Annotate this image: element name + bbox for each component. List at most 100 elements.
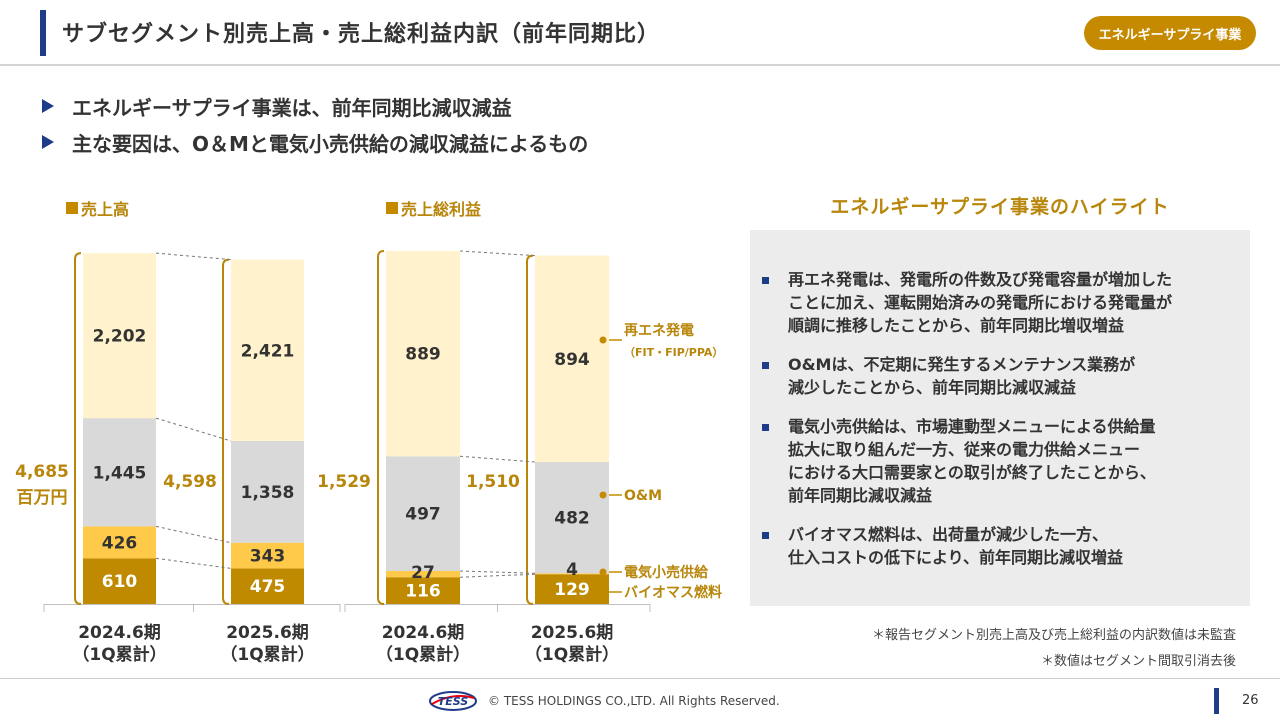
bar-value-label: 2,202 [93, 327, 147, 347]
bar-segment-om [535, 462, 609, 574]
bar-value-label: 4 [566, 560, 578, 580]
unit-label: 百万円 [17, 488, 68, 508]
logo-text: TESS [438, 695, 469, 708]
bar-segment-biomass [231, 568, 304, 604]
category-label: 2024.6期 [382, 623, 465, 643]
legend-dot-icon [599, 336, 607, 344]
bar-value-label: 426 [102, 533, 138, 553]
total-bracket [74, 252, 82, 605]
bar-segment-om [386, 456, 460, 571]
highlight-text: 電気小売供給は、市場連動型メニューによる供給量 拡大に取り組んだ一方、従来の電力… [788, 417, 1156, 505]
total-bracket [377, 250, 385, 605]
highlights-panel: 再エネ発電は、発電所の件数及び発電容量が増加した ことに加え、運転開始済みの発電… [750, 230, 1250, 606]
legend-sublabel-renewable: （FIT・FIP/PPA） [624, 346, 723, 359]
bar-value-label: 1,358 [241, 483, 295, 503]
bar-value-label: 343 [250, 547, 286, 567]
connector-line [155, 252, 232, 261]
bar-segment-om [231, 440, 304, 543]
segment-badge: エネルギーサプライ事業 [1084, 16, 1256, 50]
connector-line [459, 573, 536, 578]
category-label: 2025.6期 [531, 623, 614, 643]
category-label: （1Q累計） [376, 644, 470, 665]
square-bullet-icon [762, 362, 769, 369]
bar-value-label: 129 [554, 580, 590, 600]
square-bullet-icon [762, 532, 769, 539]
profit-chart-title-text: 売上総利益 [401, 200, 482, 219]
category-label: （1Q累計） [525, 644, 619, 665]
summary-bullet-text: 主な要因は、O＆Mと電気小売供給の減収減益によるもの [72, 131, 589, 156]
page-number: 26 [1242, 693, 1259, 708]
highlight-item: 再エネ発電は、発電所の件数及び発電容量が増加した ことに加え、運転開始済みの発電… [762, 268, 1238, 337]
bar-value-label: 894 [554, 350, 590, 370]
bar-value-label: 116 [405, 582, 441, 602]
copyright: © TESS HOLDINGS CO.,LTD. All Rights Rese… [488, 694, 780, 708]
total-bracket [222, 258, 230, 605]
square-bullet-icon [762, 277, 769, 284]
bar-value-label: 27 [411, 563, 435, 583]
legend-label-retail: 電気小売供給 [624, 564, 709, 581]
bar-segment-renewable [386, 251, 460, 457]
bar-segment-renewable [83, 253, 156, 419]
profit-chart-title: 売上総利益 [386, 196, 481, 220]
highlight-item: O&Mは、不定期に発生するメンテナンス業務が 減少したことから、前年同期比減収減… [762, 353, 1238, 399]
highlights-title: エネルギーサプライ事業のハイライト [830, 196, 1170, 218]
footnote-unaudited: ＊報告セグメント別売上高及び売上総利益の内訳数値は未監査 [871, 628, 1236, 643]
highlight-item: 電気小売供給は、市場連動型メニューによる供給量 拡大に取り組んだ一方、従来の電力… [762, 415, 1238, 507]
bar-value-label: 889 [405, 345, 441, 365]
square-marker-icon [386, 202, 398, 214]
bar-segment-renewable [535, 255, 609, 463]
bar-value-label: 497 [405, 505, 441, 525]
bar-value-label: 610 [102, 572, 138, 592]
bar-segment-om [83, 418, 156, 527]
highlight-item: バイオマス燃料は、出荷量が減少した一方、 仕入コストの低下により、前年同期比減収… [762, 523, 1238, 569]
connector-line [155, 525, 232, 544]
triangle-bullet-icon [42, 135, 54, 149]
category-label: （1Q累計） [220, 644, 314, 665]
connector-line [459, 455, 536, 463]
bar-value-label: 475 [250, 577, 286, 597]
highlight-text: 再エネ発電は、発電所の件数及び発電容量が増加した ことに加え、運転開始済みの発電… [788, 270, 1173, 335]
sales-chart-title-text: 売上高 [81, 200, 130, 219]
legend-label-biomass: バイオマス燃料 [624, 584, 722, 601]
highlight-text: バイオマス燃料は、出荷量が減少した一方、 仕入コストの低下により、前年同期比減収… [788, 525, 1124, 567]
bar-segment-retail [535, 573, 609, 575]
summary-bullets: エネルギーサプライ事業は、前年同期比減収減益 主な要因は、O＆Mと電気小売供給の… [42, 88, 588, 160]
bar-value-label: 2,421 [241, 341, 295, 361]
triangle-bullet-icon [42, 99, 54, 113]
connector-line [459, 250, 536, 257]
legend-label-renewable: 再エネ発電 [624, 322, 694, 339]
footnote-elimination: ＊数値はセグメント間取引消去後 [1040, 654, 1236, 669]
total-value-label: 1,529 [317, 472, 371, 492]
bar-segment-biomass [83, 558, 156, 604]
connector-line [155, 417, 232, 442]
connector-line [155, 557, 232, 569]
summary-bullet: エネルギーサプライ事業は、前年同期比減収減益 [42, 88, 588, 124]
total-value-label: 4,598 [163, 472, 217, 492]
summary-bullet-text: エネルギーサプライ事業は、前年同期比減収減益 [72, 95, 512, 120]
bar-segment-retail [83, 526, 156, 559]
title-accent-bar [40, 10, 46, 56]
total-bracket [526, 254, 534, 605]
bar-segment-biomass [386, 577, 460, 604]
square-bullet-icon [762, 424, 769, 431]
category-label: 2025.6期 [226, 623, 309, 643]
title-divider [0, 64, 1280, 66]
bar-segment-biomass [535, 574, 609, 604]
footer-divider [0, 678, 1280, 679]
category-label: 2024.6期 [78, 623, 161, 643]
bar-value-label: 482 [554, 509, 590, 529]
sales-chart-title: 売上高 [66, 196, 129, 220]
page-title: サブセグメント別売上高・売上総利益内訳（前年同期比） [62, 22, 661, 47]
category-label: （1Q累計） [72, 644, 166, 665]
stacked-bar-charts: 6104261,4452,2024,6852024.6期（1Q累計）475343… [15, 250, 723, 665]
bar-value-label: 1,445 [93, 463, 147, 483]
summary-bullet: 主な要因は、O＆Mと電気小売供給の減収減益によるもの [42, 124, 588, 160]
bar-segment-retail [386, 570, 460, 578]
square-marker-icon [66, 202, 78, 214]
highlight-text: O&Mは、不定期に発生するメンテナンス業務が 減少したことから、前年同期比減収減… [788, 355, 1136, 397]
page-number-bar [1214, 688, 1219, 714]
bar-segment-renewable [231, 259, 304, 441]
legend-dot-icon [599, 491, 607, 499]
legend-label-om: O&M [624, 488, 662, 504]
tess-logo: TESS [429, 691, 477, 711]
